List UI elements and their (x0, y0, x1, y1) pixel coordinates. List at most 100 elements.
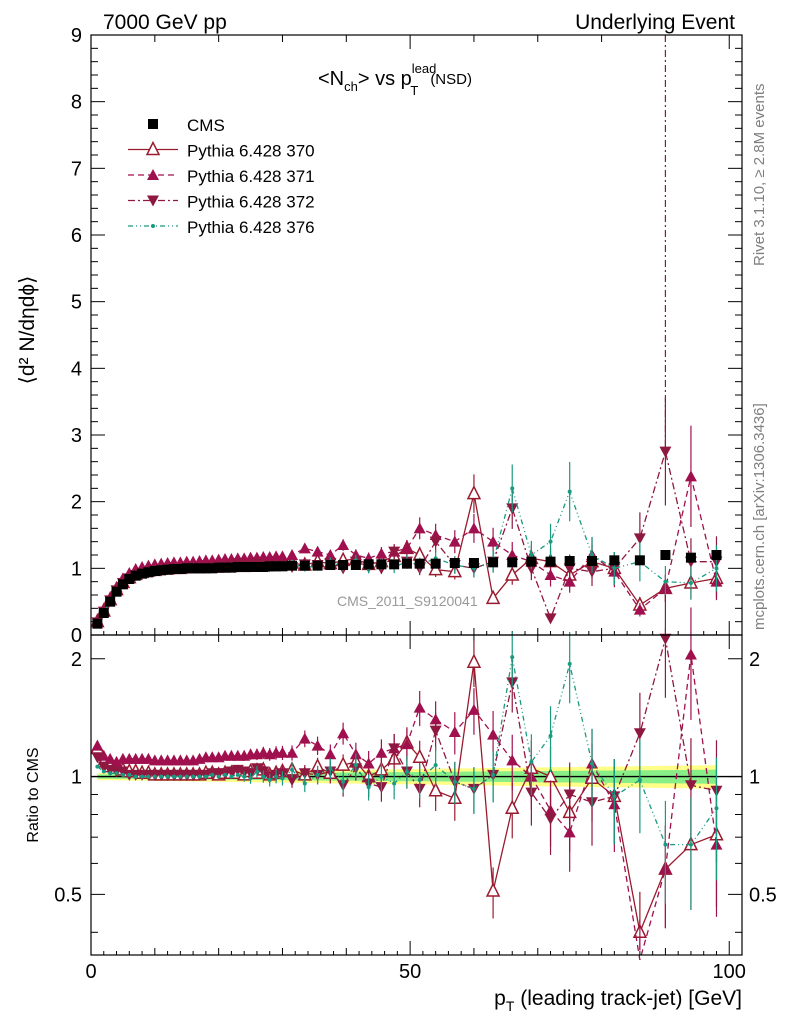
ratio-point (544, 813, 557, 825)
ratio-point (91, 739, 104, 751)
data-point (449, 558, 460, 568)
ratio-point (428, 782, 443, 797)
ratio-point (452, 779, 457, 784)
data-point (388, 546, 401, 558)
ratio-point (328, 766, 333, 771)
data-point (548, 539, 553, 544)
ratio-point (448, 725, 461, 737)
y-main-tick-label: 9 (71, 25, 82, 47)
y-main-tick-label: 0 (71, 625, 82, 647)
data-point (350, 560, 361, 570)
data-point (711, 550, 722, 560)
ratio-point (159, 774, 164, 779)
ratio-point (146, 774, 151, 779)
data-point (124, 574, 135, 584)
ratio-point (184, 774, 189, 779)
ratio-y-tick-label-left: 2 (71, 649, 82, 671)
data-point (659, 446, 672, 458)
x-axis-label: pT (leading track-jet) [GeV] (494, 987, 742, 1014)
ratio-point (417, 777, 422, 782)
tick-labels: 0 50 100 0 1 2 3 4 5 6 7 8 9 0.5 0.5 1 1 2 2 (54, 25, 777, 983)
data-point (298, 542, 311, 554)
ratio-point (684, 780, 697, 792)
ratio-point (567, 661, 572, 666)
legend-label: Pythia 6.428 372 (187, 193, 315, 212)
data-point (526, 556, 537, 567)
ratio-point (433, 763, 438, 768)
data-point (245, 562, 256, 572)
ratio-point (290, 767, 295, 772)
data-point (337, 539, 350, 550)
data-point (448, 535, 461, 547)
ratio-point (248, 776, 253, 781)
ratio-point (276, 746, 289, 758)
ratio-point (274, 774, 279, 779)
legend-entry-0: CMS (148, 116, 225, 135)
ratio-point (197, 774, 202, 779)
ratio-point (510, 655, 515, 660)
data-point (376, 559, 387, 570)
legend-label: Pythia 6.428 370 (187, 142, 315, 161)
ratio-point (412, 748, 427, 764)
ratio-point (298, 768, 311, 780)
ratio-point (223, 772, 228, 777)
ratio-point (97, 761, 110, 773)
ratio-point (108, 771, 113, 776)
data-point (213, 562, 224, 573)
legend-marker (151, 224, 155, 228)
data-point (311, 545, 324, 557)
data-point (325, 560, 336, 570)
ratio-point (216, 774, 221, 779)
ratio-point (101, 769, 106, 774)
y-main-tick-label: 6 (71, 225, 82, 247)
data-point (587, 556, 598, 566)
main-panel-ticks (90, 34, 742, 636)
data-point (375, 547, 388, 559)
data-point (271, 561, 282, 572)
ratio-point (140, 774, 145, 779)
ratio-point (116, 766, 129, 778)
rivet-label: Rivet 3.1.10, ≥ 2.8M events (751, 84, 768, 267)
data-point (510, 486, 515, 491)
data-point (507, 557, 518, 568)
data-point (277, 561, 288, 572)
data-point (633, 533, 646, 545)
ratio-point (590, 761, 595, 766)
data-point (220, 562, 231, 573)
legend-marker (147, 169, 159, 180)
data-point (505, 566, 520, 581)
ratio-point (127, 772, 132, 777)
data-point (506, 549, 519, 560)
ratio-y-tick-label-right: 1 (749, 767, 760, 789)
x-tick-label: 100 (713, 961, 746, 983)
data-point (714, 566, 719, 571)
ratio-point (529, 759, 534, 764)
ratio-point (165, 774, 170, 779)
ratio-point (152, 774, 157, 779)
legend-marker (145, 140, 161, 156)
ratio-point (485, 882, 501, 897)
data-point (544, 613, 557, 625)
ratio-point (210, 772, 215, 777)
data-point (181, 563, 192, 574)
y-main-tick-label: 2 (71, 492, 82, 514)
ratio-point (286, 746, 299, 758)
ratio-point (171, 774, 176, 779)
data-point (633, 603, 646, 615)
y-axis-label-ratio: Ratio to CMS (25, 747, 42, 842)
data-point (143, 567, 154, 578)
data-point (156, 565, 167, 576)
ratio-point (311, 739, 324, 751)
ratio-point (404, 769, 409, 774)
ratio-point (413, 701, 426, 713)
data-point (363, 559, 374, 570)
y-main-tick-label: 3 (71, 425, 82, 447)
ratio-point (254, 769, 259, 774)
watermark: CMS_2011_S9120041 (337, 593, 478, 609)
ratio-point (120, 772, 125, 777)
data-point (467, 522, 480, 534)
data-point (276, 550, 289, 562)
data-point (149, 566, 160, 576)
data-point (544, 569, 557, 580)
ratio-point (235, 772, 240, 777)
